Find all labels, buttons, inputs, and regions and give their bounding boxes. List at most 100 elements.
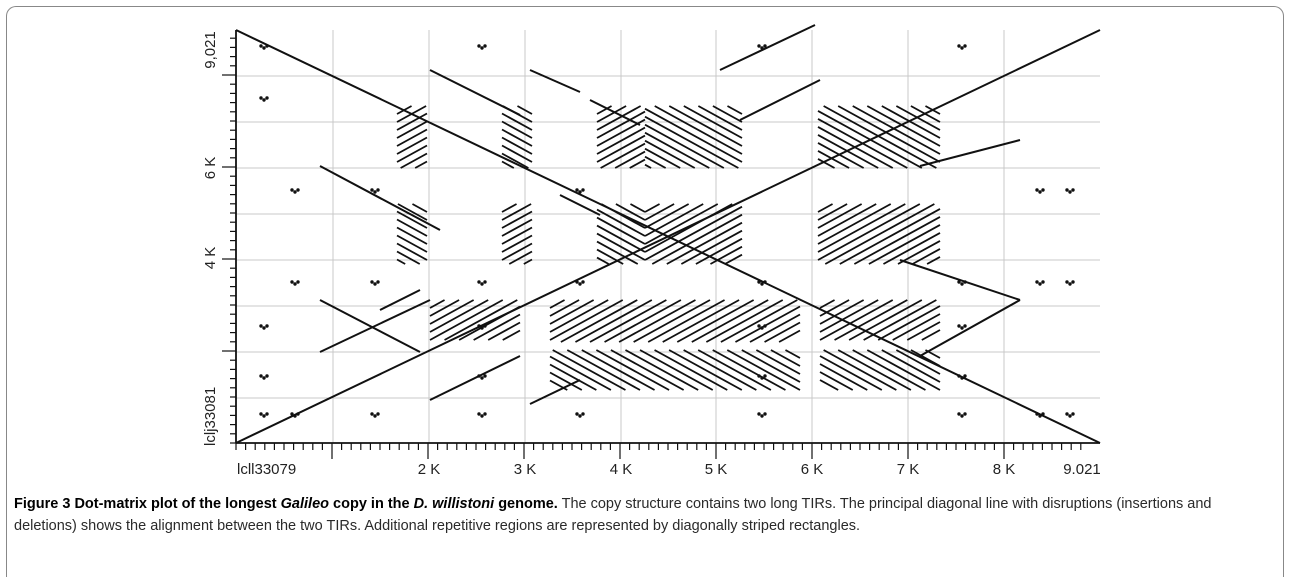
dot xyxy=(370,188,374,192)
dot xyxy=(376,280,380,284)
stripe-line xyxy=(633,299,711,343)
dot xyxy=(581,188,585,192)
stripe-line xyxy=(834,299,908,341)
stripe-line xyxy=(549,299,565,309)
dot xyxy=(960,376,964,380)
dot xyxy=(963,412,967,416)
x-tick-label: 2 K xyxy=(418,461,441,478)
dot xyxy=(373,414,377,418)
stripe-line xyxy=(724,253,743,265)
dot xyxy=(763,280,767,284)
alignment-segment xyxy=(235,29,1101,444)
stripe-line xyxy=(819,371,854,391)
stripe-line xyxy=(839,208,941,265)
stripe-line xyxy=(680,229,743,265)
stripe-line xyxy=(596,248,624,265)
stripe-line xyxy=(651,213,743,265)
dot xyxy=(1035,412,1039,416)
dot xyxy=(262,376,266,380)
dot xyxy=(763,374,767,378)
dot xyxy=(1068,282,1072,286)
stripe-line xyxy=(501,112,533,131)
stripe-line xyxy=(396,226,428,245)
stripe-line xyxy=(549,299,609,333)
dot-matrix-plot: lcll33079 2 K 3 K 4 K 5 K 6 K 7 K 8 K 9.… xyxy=(202,24,1101,478)
stripe-line xyxy=(396,120,428,139)
dot xyxy=(1065,188,1069,192)
dot xyxy=(259,374,263,378)
stripe-line xyxy=(604,299,682,343)
stripe-line xyxy=(501,144,533,163)
stripe-line xyxy=(819,355,883,391)
stripe-line xyxy=(785,349,801,359)
dot xyxy=(757,324,761,328)
stripe-line xyxy=(897,240,941,265)
dot xyxy=(483,374,487,378)
dot xyxy=(1071,412,1075,416)
stripe-line xyxy=(683,349,757,391)
dot xyxy=(483,324,487,328)
caption-body: The copy structure contains two long TIR… xyxy=(14,496,1212,534)
stripe-line xyxy=(863,299,937,341)
stripe-line xyxy=(639,349,714,391)
stripe-line xyxy=(819,299,894,341)
stripe-line xyxy=(549,299,624,341)
stripe-line xyxy=(921,329,941,341)
stripe-line xyxy=(501,226,533,245)
dot xyxy=(477,44,481,48)
dot xyxy=(581,412,585,416)
stripe-line xyxy=(473,313,521,341)
x-tick-label: 9.021 xyxy=(1063,461,1101,478)
stripe-line xyxy=(817,158,835,169)
dot xyxy=(1038,190,1042,194)
stripe-line xyxy=(866,349,941,391)
stripe-line xyxy=(666,221,743,265)
stripe-line xyxy=(596,232,646,261)
stripe-line xyxy=(596,105,642,131)
dot xyxy=(265,96,269,100)
dot xyxy=(376,188,380,192)
dot xyxy=(578,414,582,418)
dot xyxy=(259,412,263,416)
stripe-line xyxy=(778,329,801,343)
stripe-line xyxy=(817,142,865,169)
dot xyxy=(376,412,380,416)
stripe-line xyxy=(501,242,533,261)
stripe-line xyxy=(668,105,743,147)
dot xyxy=(477,280,481,284)
stripe-line xyxy=(523,258,533,265)
stripe-line xyxy=(819,299,879,333)
stripe-line xyxy=(566,349,641,391)
stripe-line xyxy=(501,218,533,237)
stripe-line xyxy=(396,210,428,229)
dot xyxy=(480,282,484,286)
stripe-line xyxy=(644,147,681,169)
stripe-line xyxy=(429,299,445,309)
dot xyxy=(1041,188,1045,192)
stripe-line xyxy=(819,379,839,391)
stripe-line xyxy=(549,355,612,391)
stripe-line xyxy=(600,142,646,169)
dot xyxy=(480,326,484,330)
stripe-line xyxy=(697,105,743,131)
stripe-line xyxy=(549,371,583,391)
stripe-line xyxy=(501,136,533,155)
dot xyxy=(763,44,767,48)
figure-title-post: genome. xyxy=(494,496,558,512)
dot xyxy=(477,324,481,328)
stripe-line xyxy=(581,349,655,391)
x-tick-label: 8 K xyxy=(993,461,1016,478)
stripe-line xyxy=(868,224,941,265)
dot xyxy=(259,96,263,100)
dot xyxy=(265,324,269,328)
x-tick-label: 5 K xyxy=(705,461,728,478)
stripe-line xyxy=(596,105,612,115)
stripe-line xyxy=(396,136,428,155)
dot xyxy=(960,414,964,418)
dot xyxy=(957,324,961,328)
stripe-line xyxy=(549,379,568,391)
stripe-line xyxy=(749,313,801,343)
dot xyxy=(578,190,582,194)
stripe-line xyxy=(877,305,941,341)
stripe-line xyxy=(883,232,941,265)
